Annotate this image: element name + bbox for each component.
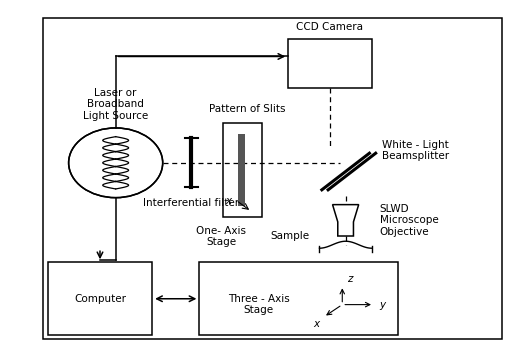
Text: SLWD
Microscope
Objective: SLWD Microscope Objective [379, 204, 439, 237]
Bar [238, 134, 245, 205]
Text: Pattern of Slits: Pattern of Slits [210, 104, 286, 114]
Text: Computer: Computer [74, 294, 126, 304]
Bar [42, 18, 503, 339]
Text: Three - Axis
Stage: Three - Axis Stage [228, 294, 290, 315]
Ellipse shape [69, 128, 163, 198]
Text: Interferential filter: Interferential filter [144, 198, 239, 208]
Polygon shape [333, 205, 359, 236]
Text: One- Axis
Stage: One- Axis Stage [196, 225, 246, 247]
Text: Laser or
Broadband
Light Source: Laser or Broadband Light Source [83, 88, 148, 121]
Text: White - Light
Beamsplitter: White - Light Beamsplitter [382, 140, 449, 161]
Text: x: x [225, 196, 232, 206]
Text: y: y [379, 300, 385, 310]
Text: CCD Camera: CCD Camera [297, 22, 364, 32]
Text: Sample: Sample [270, 231, 309, 241]
Text: z: z [347, 274, 353, 284]
Bar [223, 123, 262, 217]
Bar [48, 262, 152, 335]
Bar [288, 39, 372, 88]
Bar [199, 262, 398, 335]
Text: x: x [313, 319, 320, 329]
